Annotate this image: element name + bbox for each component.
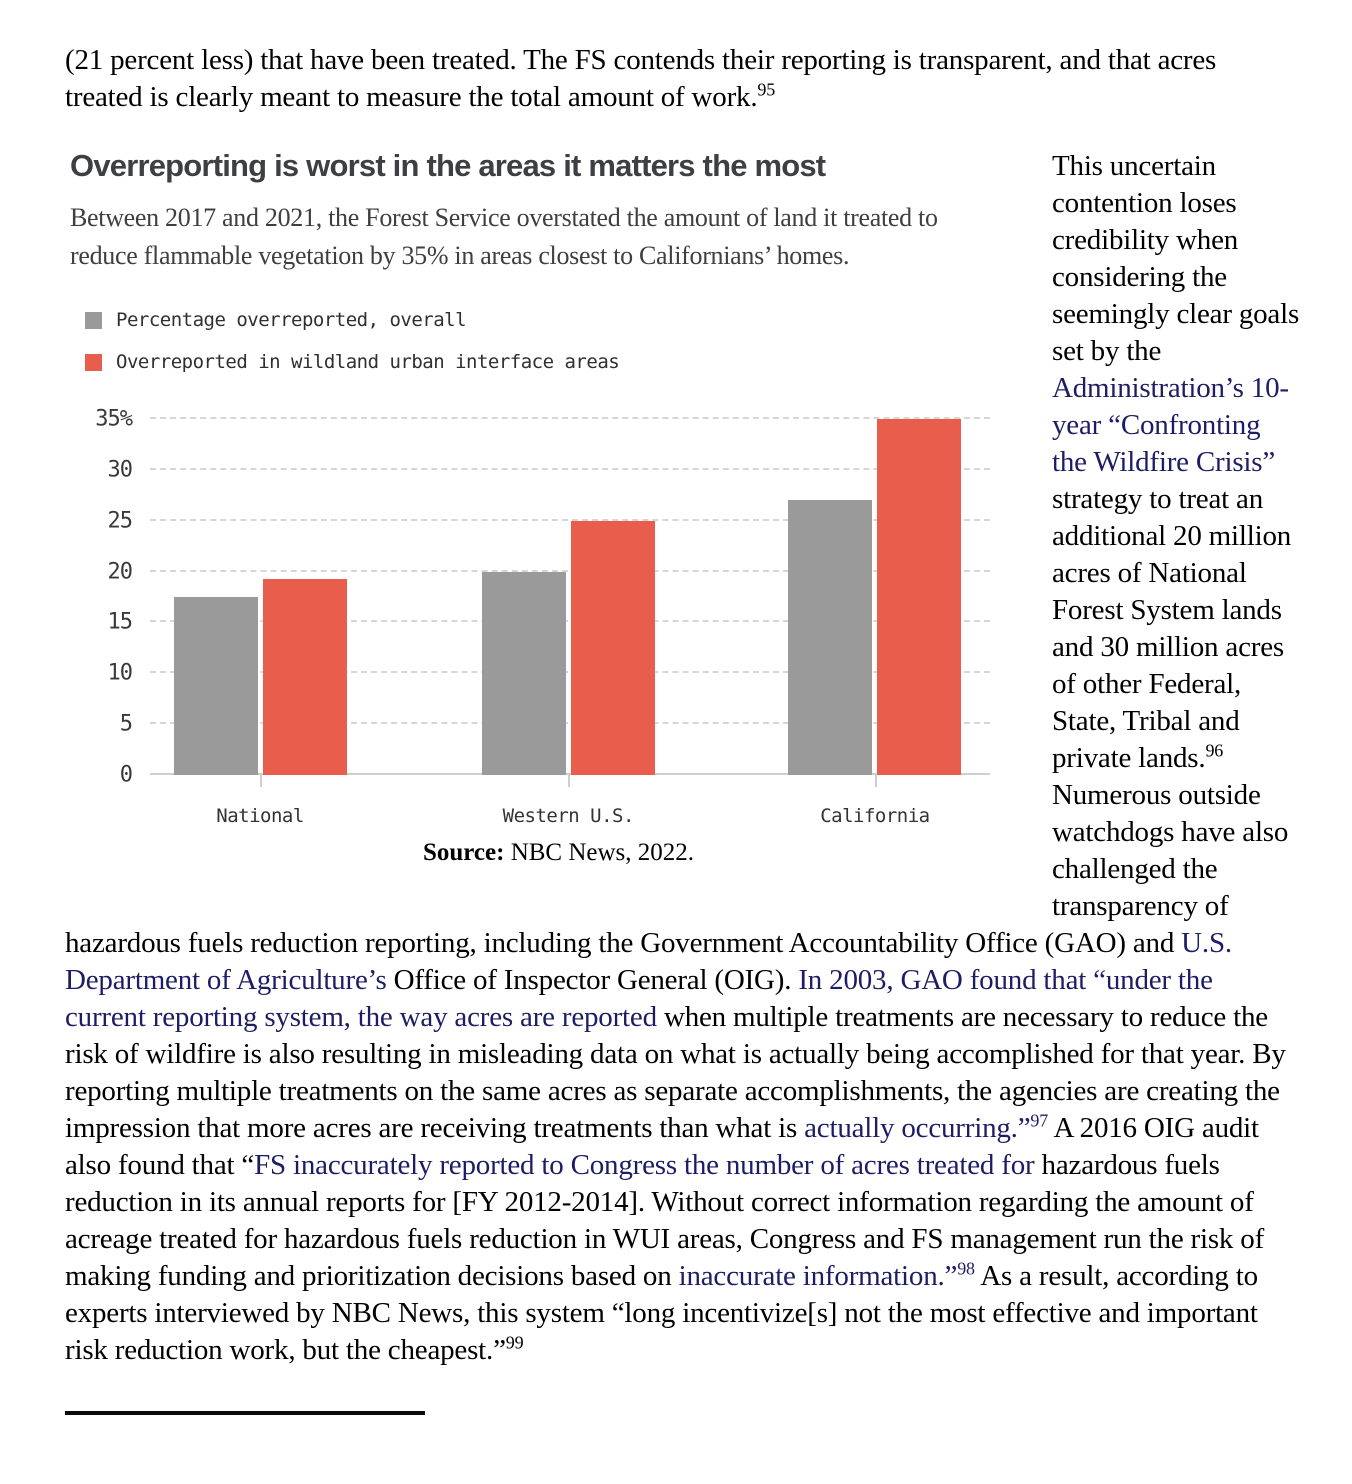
- text-run: Office of Inspector General (OIG).: [393, 964, 799, 996]
- gridline-25: [150, 518, 990, 521]
- gridline-5: [150, 722, 990, 725]
- bar-california-overall: [788, 500, 873, 775]
- footnote-rule: [65, 1411, 425, 1415]
- link-text[interactable]: inaccurate information.”: [678, 1260, 958, 1292]
- link-text[interactable]: actually occurring.”: [804, 1112, 1031, 1144]
- footnote-ref: 95: [757, 79, 776, 100]
- bar-california-wui: [877, 419, 962, 775]
- x-tick-western-u-s: [568, 775, 571, 787]
- y-tick-label-5: 5: [119, 711, 133, 737]
- x-label-national: National: [216, 805, 304, 827]
- chart-subtitle: Between 2017 and 2021, the Forest Servic…: [70, 203, 938, 270]
- gridline-20: [150, 569, 990, 572]
- source-text: NBC News, 2022.: [504, 839, 695, 866]
- link-text[interactable]: FS inaccurately reported to Congress the…: [254, 1149, 1042, 1181]
- bar-chart-plot: 0 5 10 15 20 25 30 35% National Western U.S. Calif…: [95, 407, 990, 827]
- gridline-30: [150, 467, 990, 470]
- text-run: Numerous outside watchdogs have also cha…: [65, 779, 1289, 959]
- text-run: This uncertain contention loses credibil…: [1052, 150, 1300, 367]
- footnote-ref: 97: [1030, 1110, 1049, 1131]
- bar-western-u-s-overall: [481, 571, 566, 775]
- link-text[interactable]: U.S. Department of Agriculture’s: [65, 927, 1232, 996]
- report-page: (21 percent less) that have been treated…: [65, 42, 1300, 1415]
- text-run: hazardous fuels reduction in its annual …: [65, 1149, 1265, 1292]
- bar-national-wui: [262, 578, 347, 775]
- text-run: strategy to treat an additional 20 milli…: [1052, 483, 1292, 774]
- link-text[interactable]: In 2003, GAO found that “under the curre…: [65, 964, 1213, 1033]
- text-run: As a result, according to experts interv…: [65, 1260, 1258, 1366]
- chart-legend: Percentage overreported, overall Overrep…: [85, 309, 1052, 373]
- chart-figure: Overreporting is worst in the areas it m…: [65, 148, 1052, 867]
- x-tick-california: [874, 775, 877, 787]
- chart-title: Overreporting is worst in the areas it m…: [70, 148, 826, 183]
- legend-label-overall: Percentage overreported, overall: [116, 309, 467, 331]
- top-paragraph: (21 percent less) that have been treated…: [65, 42, 1300, 116]
- footnote-ref: 98: [957, 1258, 975, 1279]
- x-axis-baseline: [150, 773, 990, 775]
- source-label: Source:: [422, 839, 505, 866]
- x-label-western-u-s: Western U.S.: [502, 805, 635, 827]
- footnote-ref: 96: [1205, 740, 1224, 761]
- gridline-15: [150, 620, 990, 623]
- bar-national-overall: [173, 597, 258, 775]
- x-label-california: California: [820, 805, 930, 827]
- y-tick-label-25: 25: [107, 508, 133, 534]
- legend-swatch-gray: [85, 311, 102, 329]
- main-paragraph: This uncertain contention loses credibil…: [65, 148, 1300, 1369]
- text-run: when multiple treatments are necessary t…: [65, 1001, 1286, 1144]
- link-text[interactable]: Administration’s 10-year “Confronting th…: [1052, 372, 1289, 478]
- gridline-35: [150, 417, 990, 419]
- y-tick-label-0: 0: [119, 762, 133, 788]
- chart-source: Source: NBC News, 2022.: [65, 839, 1052, 867]
- legend-label-wui: Overreported in wildland urban interface…: [116, 351, 620, 373]
- gridline-10: [150, 671, 990, 674]
- y-tick-label-10: 10: [107, 660, 133, 686]
- text-run: A 2016 OIG audit also found that “: [65, 1112, 1259, 1181]
- bar-western-u-s-wui: [570, 520, 655, 775]
- y-tick-label-20: 20: [107, 559, 133, 585]
- text-run: (21 percent less) that have been treated…: [65, 44, 1217, 113]
- x-tick-national: [260, 775, 263, 787]
- legend-item-overall: Percentage overreported, overall: [85, 309, 1052, 331]
- y-tick-label-35: 35%: [95, 406, 133, 432]
- y-tick-label-30: 30: [107, 457, 133, 483]
- y-tick-label-15: 15: [107, 609, 133, 635]
- legend-item-wui: Overreported in wildland urban interface…: [85, 351, 1052, 373]
- footnote-ref: 99: [505, 1332, 524, 1353]
- legend-swatch-red: [85, 353, 102, 371]
